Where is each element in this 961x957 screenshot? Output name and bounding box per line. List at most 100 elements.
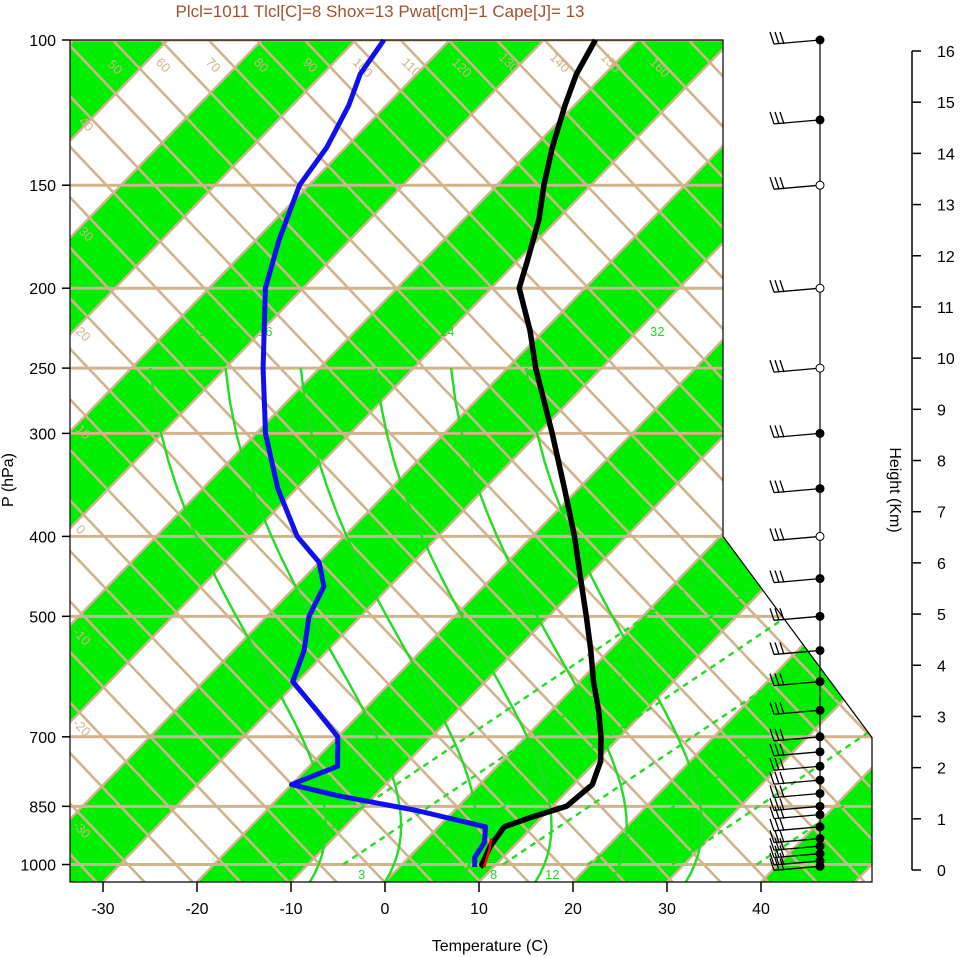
wind-level-dot <box>815 645 825 655</box>
dry-adiabat <box>70 40 587 882</box>
wind-level-dot <box>815 775 825 785</box>
wind-barb-feather <box>774 425 780 438</box>
wind-level-dot <box>815 484 825 494</box>
wind-barb-feather <box>779 359 785 373</box>
wind-barb-shaft <box>773 845 821 851</box>
wind-barb-feather <box>779 785 785 798</box>
background-grid: 50 60 70 80 90 100 110 120 130 140 150 160403020100… <box>70 40 872 882</box>
wind-barb-feather <box>779 728 785 742</box>
p-tick-label: 200 <box>29 281 56 298</box>
wind-barb-feather <box>779 280 785 293</box>
isotherm-bands <box>70 40 872 882</box>
moist-adiabat <box>449 367 628 882</box>
wind-level-dot <box>815 747 825 757</box>
wind-barb-feather <box>769 280 775 293</box>
wind-barb-feather <box>769 702 775 715</box>
dry-adiabat <box>70 40 872 882</box>
wind-barb-shaft <box>773 751 821 757</box>
wind-barb-feather <box>769 480 775 493</box>
isotherm-band <box>563 40 872 882</box>
wind-barb-feather <box>769 830 775 843</box>
height-tick-label: 12 <box>937 249 955 266</box>
dry-adiabat <box>294 40 872 882</box>
isotherm-band <box>70 40 742 882</box>
dry-adiabat <box>70 40 299 882</box>
wind-barb-feather <box>774 785 780 798</box>
wind-barb-feather <box>774 111 780 125</box>
x-tick-label: 10 <box>470 901 488 918</box>
wind-barb-feather <box>774 673 780 686</box>
isotherm-label: 140 <box>547 50 573 76</box>
wind-barb-feather <box>769 176 775 190</box>
x-tick-label: -30 <box>91 901 114 918</box>
wind-barb-shaft <box>773 826 821 832</box>
isotherm-label: 70 <box>203 55 224 76</box>
wind-barb-feather <box>779 480 785 493</box>
isotherm-line <box>280 40 872 882</box>
wind-barb-feather <box>774 528 780 541</box>
wind-barb-shaft <box>773 39 821 45</box>
isotherm-line <box>186 40 872 882</box>
wind-barb-shaft <box>773 865 821 871</box>
dry-adiabat <box>246 40 872 882</box>
wind-barb-feather <box>779 837 785 851</box>
dry-adiabat <box>70 40 731 882</box>
dry-adiabat <box>486 40 872 882</box>
mixing-ratio-line <box>276 535 766 866</box>
height-tick-label: 6 <box>937 556 946 573</box>
wind-barb-feather <box>769 852 775 866</box>
height-tick-label: 1 <box>937 812 946 829</box>
wind-barb-feather <box>774 280 780 293</box>
wind-barb-feather <box>779 425 785 438</box>
dry-adiabat <box>534 40 872 882</box>
chart-title: Plcl=1011 Tlcl[C]=8 Shox=13 Pwat[cm]=1 C… <box>175 2 584 21</box>
wind-barb-feather <box>779 702 785 715</box>
x-tick-label: -10 <box>279 901 302 918</box>
p-tick-label: 400 <box>29 529 56 546</box>
moist-adiabat <box>525 367 704 882</box>
wind-barb-shaft <box>773 680 821 687</box>
sounding-profiles <box>260 38 604 869</box>
wind-barb-feather <box>774 806 780 819</box>
x-axis-label: Temperature (C) <box>432 938 548 955</box>
wind-barb-feather <box>779 528 785 541</box>
wind-barb-feather <box>774 31 780 45</box>
isotherm-line <box>70 40 649 882</box>
wind-barb-feather <box>779 111 785 125</box>
wind-level-dot <box>815 822 825 832</box>
x-tick-label: 20 <box>564 901 582 918</box>
height-axis-label: Height (Km) <box>886 447 903 532</box>
p-tick-label: 500 <box>29 609 56 626</box>
isotherm-line <box>656 40 872 882</box>
wind-barb-shaft <box>773 736 821 742</box>
wind-barb-feather <box>779 818 785 832</box>
height-tick-label: 7 <box>937 505 946 522</box>
wind-barb-feather <box>774 728 780 742</box>
p-tick-label: 300 <box>29 426 56 443</box>
moist-adiabat <box>224 367 403 882</box>
dry-adiabat <box>774 40 872 882</box>
wind-barb-feather <box>774 852 780 866</box>
wind-barb-feather <box>769 673 775 686</box>
p-tick-label: 700 <box>29 730 56 747</box>
p-tick-label: 850 <box>29 799 56 816</box>
isotherm-band <box>70 40 366 882</box>
isotherm-label: 10 <box>722 339 743 360</box>
wind-barb-shaft <box>773 792 821 799</box>
dry-adiabat <box>70 40 395 882</box>
wind-barb-feather <box>769 570 775 583</box>
wind-barb-feather <box>769 818 775 832</box>
temperature-profile <box>479 38 604 869</box>
dry-adiabat <box>198 40 872 882</box>
wind-barb-feather <box>769 642 775 655</box>
isotherm-label: 20 <box>790 593 811 614</box>
wind-level-dot <box>815 115 825 125</box>
wind-barbs <box>769 31 825 871</box>
wind-barb-shaft <box>773 837 821 844</box>
wind-level-dot <box>815 849 825 859</box>
isotherm-line <box>70 40 367 882</box>
wind-level-dot <box>815 531 825 541</box>
wind-level-dot <box>815 35 825 45</box>
isotherm-label: 30 <box>840 651 861 672</box>
